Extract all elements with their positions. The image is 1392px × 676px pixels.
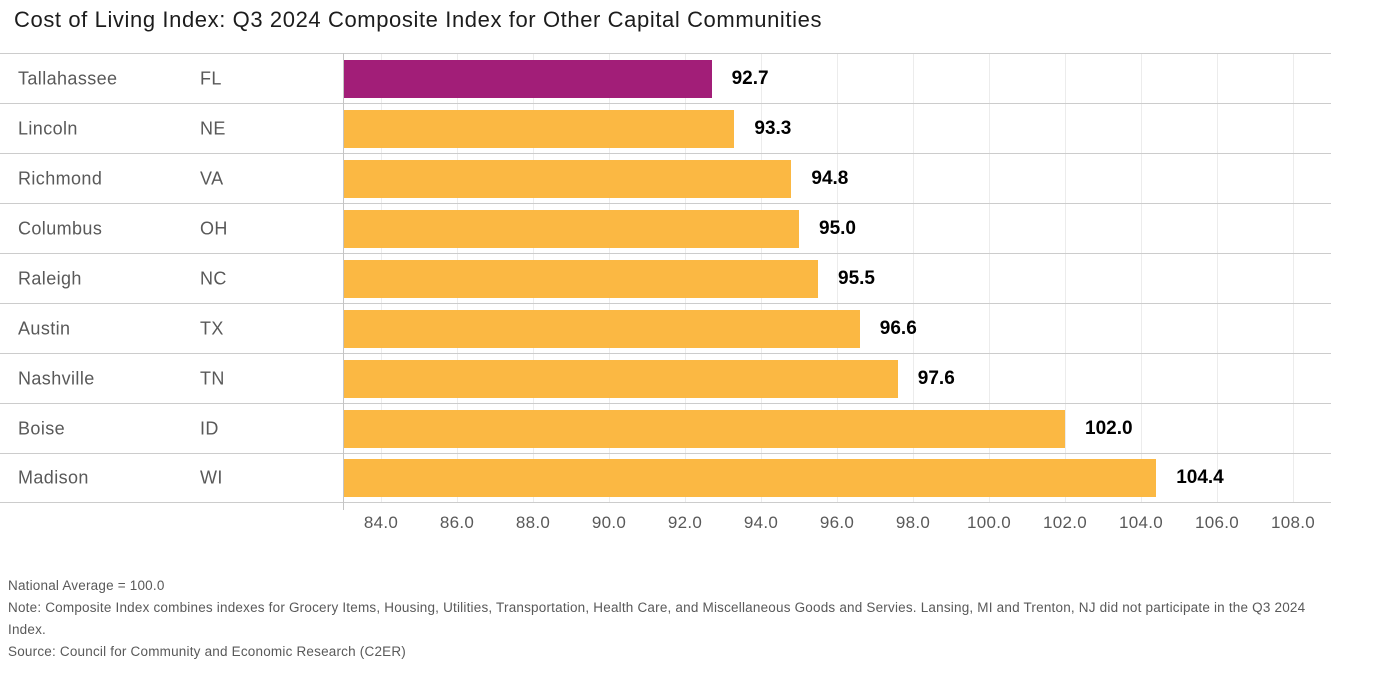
state-label: NC xyxy=(200,268,227,288)
chart-row: Lincoln NE 93.3 xyxy=(0,103,1331,153)
value-label: 97.6 xyxy=(917,367,955,389)
bar xyxy=(343,109,735,148)
chart-title: Cost of Living Index: Q3 2024 Composite … xyxy=(14,7,823,32)
chart-row: Austin TX 96.6 xyxy=(0,303,1331,353)
chart-row: Richmond VA 94.8 xyxy=(0,153,1331,203)
city-label: Nashville xyxy=(18,368,95,388)
plot-cell: 95.5 xyxy=(343,254,1331,303)
bar xyxy=(343,459,1157,497)
value-label: 104.4 xyxy=(1176,467,1224,488)
state-label: FL xyxy=(200,68,222,88)
x-tick-label: 86.0 xyxy=(439,513,475,532)
chart-row: Tallahassee FL 92.7 xyxy=(0,53,1331,103)
state-label: VA xyxy=(200,168,224,188)
gridline xyxy=(837,53,838,503)
city-label: Raleigh xyxy=(18,268,82,288)
value-label: 93.3 xyxy=(754,117,792,139)
footnote-note: Note: Composite Index combines indexes f… xyxy=(8,600,1306,637)
bar xyxy=(343,159,792,198)
city-label: Tallahassee xyxy=(18,68,118,88)
value-label: 92.7 xyxy=(731,67,769,89)
value-label: 94.8 xyxy=(811,167,849,189)
state-label: WI xyxy=(200,467,223,488)
value-label: 102.0 xyxy=(1085,417,1133,439)
x-tick-label: 108.0 xyxy=(1270,513,1316,532)
y-axis-line xyxy=(343,53,344,510)
footnotes: National Average = 100.0 Note: Composite… xyxy=(8,575,1334,663)
x-tick-label: 92.0 xyxy=(667,513,703,532)
plot-cell: 104.4 xyxy=(343,454,1331,502)
state-label: TN xyxy=(200,368,225,388)
gridline xyxy=(1217,53,1218,503)
plot-cell: 97.6 xyxy=(343,354,1331,403)
city-label: Columbus xyxy=(18,218,103,238)
plot-cell: 94.8 xyxy=(343,154,1331,203)
bar xyxy=(343,359,898,398)
chart-row: Madison WI 104.4 xyxy=(0,453,1331,503)
plot-cell: 93.3 xyxy=(343,104,1331,153)
x-tick-label: 98.0 xyxy=(895,513,931,532)
gridline xyxy=(913,53,914,503)
x-tick-label: 90.0 xyxy=(591,513,627,532)
x-tick-label: 84.0 xyxy=(363,513,399,532)
state-label: TX xyxy=(200,318,224,338)
footnote-source: Source: Council for Community and Econom… xyxy=(8,644,406,659)
x-tick-label: 88.0 xyxy=(515,513,551,532)
chart-row: Boise ID 102.0 xyxy=(0,403,1331,453)
gridline xyxy=(989,53,990,503)
gridline xyxy=(1141,53,1142,503)
bar xyxy=(343,309,860,348)
state-label: OH xyxy=(200,218,228,238)
chart-row: Nashville TN 97.6 xyxy=(0,353,1331,403)
chart-rows: Tallahassee FL 92.7 Lincoln NE 93.3 Richmond VA… xyxy=(0,53,1331,503)
city-label: Lincoln xyxy=(18,118,78,138)
x-axis-tick-labels: 84.0 86.0 88.0 90.0 92.0 94.0 96.0 98.0 100.0 102… xyxy=(343,503,1331,537)
chart-row: Columbus OH 95.0 xyxy=(0,203,1331,253)
value-label: 95.0 xyxy=(819,217,856,239)
plot-cell: 96.6 xyxy=(343,304,1331,353)
bar-highlighted xyxy=(343,59,712,98)
plot-cell: 102.0 xyxy=(343,404,1331,453)
x-tick-label: 94.0 xyxy=(743,513,779,532)
x-tick-label: 104.0 xyxy=(1118,513,1164,532)
bar xyxy=(343,209,799,248)
value-label: 95.5 xyxy=(838,267,875,289)
gridline xyxy=(1065,53,1066,503)
chart-row: Raleigh NC 95.5 xyxy=(0,253,1331,303)
plot-cell: 92.7 xyxy=(343,54,1331,103)
city-label: Austin xyxy=(18,318,71,338)
bar xyxy=(343,409,1065,448)
city-label: Richmond xyxy=(18,168,103,188)
city-label: Madison xyxy=(18,467,89,488)
x-tick-label: 102.0 xyxy=(1042,513,1088,532)
footnote-national-average: National Average = 100.0 xyxy=(8,578,165,593)
x-tick-label: 100.0 xyxy=(966,513,1012,532)
bar-chart: Tallahassee FL 92.7 Lincoln NE 93.3 Richmond VA… xyxy=(0,53,1331,532)
x-tick-label: 106.0 xyxy=(1194,513,1240,532)
state-label: ID xyxy=(200,418,219,438)
city-label: Boise xyxy=(18,418,66,438)
plot-cell: 95.0 xyxy=(343,204,1331,253)
bar xyxy=(343,259,818,298)
value-label: 96.6 xyxy=(879,317,917,339)
x-tick-label: 96.0 xyxy=(819,513,855,532)
gridline xyxy=(1293,53,1294,503)
state-label: NE xyxy=(200,118,226,138)
